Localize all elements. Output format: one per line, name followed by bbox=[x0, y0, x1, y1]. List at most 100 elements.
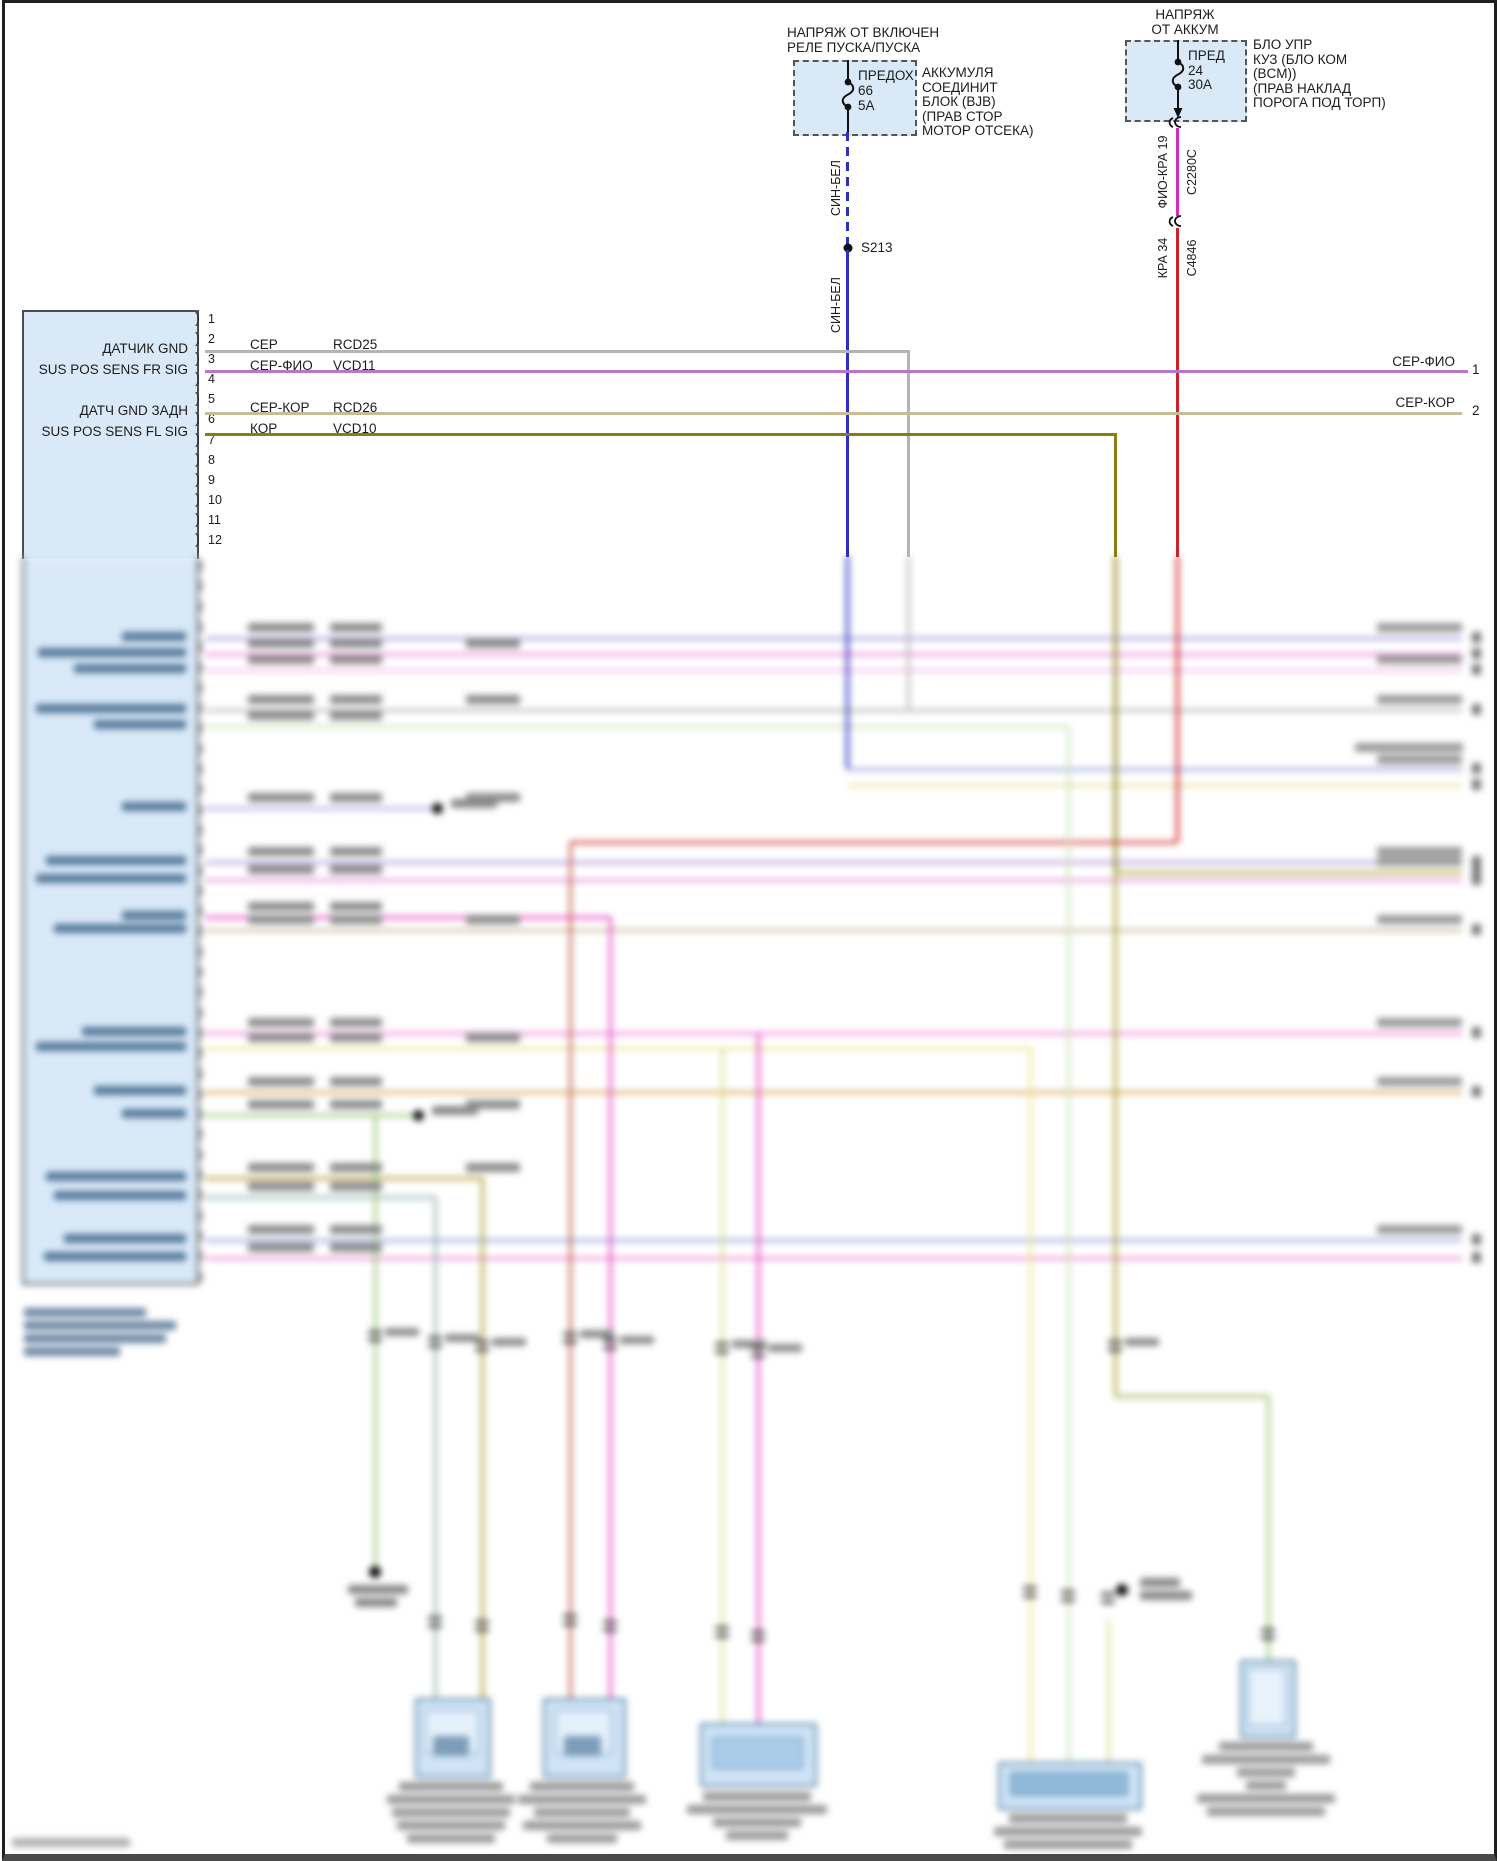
right-pin-num-blur bbox=[1472, 763, 1481, 774]
blurred-wire-h bbox=[205, 1239, 1462, 1242]
right-pin-num-blur bbox=[1472, 1086, 1481, 1097]
splice-dot-blur bbox=[413, 1110, 424, 1121]
wire-code-blur bbox=[330, 865, 382, 874]
blurred-wire-h bbox=[570, 841, 1177, 844]
fuse-rating: 5А bbox=[858, 98, 875, 113]
bcm-fuse-box bbox=[1125, 40, 1247, 122]
right-pin-num-blur bbox=[1472, 779, 1481, 790]
pin-socket-blur bbox=[197, 804, 202, 815]
wire-sin-bel-solid bbox=[845, 250, 849, 557]
pin-socket-blur bbox=[197, 621, 202, 632]
component-caption-blur bbox=[1197, 1794, 1335, 1803]
wire-sin-bel-dashed bbox=[845, 132, 849, 246]
right-wire-label-blur bbox=[1377, 695, 1462, 704]
battery-feed-title: НАПРЯЖ ОТ АККУМ bbox=[1151, 7, 1219, 37]
wire-color-blur bbox=[248, 1163, 314, 1172]
pin-socket-icon: ) bbox=[195, 310, 200, 327]
blurred-wire-h bbox=[205, 1091, 1462, 1094]
inline-connector-blur bbox=[1261, 1636, 1275, 1640]
pin-socket-blur bbox=[197, 1149, 202, 1160]
wire-code-blur bbox=[330, 1163, 382, 1172]
component-caption-blur bbox=[1202, 1755, 1330, 1764]
splice-dot-blur bbox=[369, 1566, 381, 1578]
blurred-wire-v bbox=[1176, 556, 1179, 842]
pin-number: 5 bbox=[208, 392, 215, 406]
blurred-text bbox=[1140, 1578, 1180, 1587]
inline-connector-blur bbox=[603, 1620, 617, 1624]
blurred-wire-v bbox=[757, 1033, 760, 1723]
blurred-text bbox=[1140, 1591, 1192, 1600]
wire-code-blur bbox=[330, 847, 382, 856]
component-caption-blur bbox=[523, 1821, 641, 1830]
pin-socket-blur bbox=[197, 946, 202, 957]
pin-number: 12 bbox=[208, 533, 222, 547]
module-pin-label-blur bbox=[54, 924, 186, 933]
wire-ser-horizontal bbox=[205, 350, 910, 353]
blurred-text bbox=[492, 1338, 526, 1346]
inline-connector-blur bbox=[428, 1616, 442, 1620]
blurred-wire-v bbox=[1114, 872, 1117, 1396]
component-caption-blur bbox=[392, 1808, 510, 1817]
pin6-label: SUS POS SENS FL SIG bbox=[41, 424, 188, 439]
component-caption-blur bbox=[1009, 1814, 1127, 1823]
wire-color-blur bbox=[248, 639, 314, 648]
blurred-wire-h bbox=[205, 861, 1462, 864]
start-relay-feed-title: НАПРЯЖ ОТ ВКЛЮЧЕН РЕЛЕ ПУСКА/ПУСКА bbox=[787, 25, 940, 55]
mid-connector-label-blur bbox=[466, 1163, 520, 1172]
module-pin-label-blur bbox=[94, 1086, 186, 1095]
blurred-text bbox=[620, 1336, 654, 1344]
wire-code-blur bbox=[330, 639, 382, 648]
pin5-label: ДАТЧ GND ЗАДН bbox=[79, 403, 188, 418]
wire-code-4: VCD10 bbox=[333, 421, 377, 436]
wire-color-blur bbox=[248, 1182, 314, 1191]
output-label-1: СЕР-ФИО bbox=[1392, 354, 1455, 369]
wire-code-blur bbox=[330, 1100, 382, 1109]
pin-socket-blur bbox=[197, 723, 202, 734]
wire-color-2: СЕР-ФИО bbox=[250, 358, 313, 373]
right-pin-num-blur bbox=[1472, 866, 1481, 877]
mid-connector-label-blur bbox=[466, 695, 520, 704]
blurred-wire-h bbox=[205, 1257, 1462, 1260]
pin-socket-blur bbox=[197, 601, 202, 612]
pin-socket-blur bbox=[197, 743, 202, 754]
right-wire-label-blur bbox=[1377, 1018, 1462, 1027]
blurred-text bbox=[445, 1334, 479, 1342]
pin-socket-blur bbox=[197, 1109, 202, 1120]
pin-socket-blur bbox=[197, 662, 202, 673]
module-pin-label-blur bbox=[64, 1234, 186, 1243]
module-pin-label-blur bbox=[82, 1027, 186, 1036]
wire-code-blur bbox=[330, 711, 382, 720]
wire-ser-vertical bbox=[907, 350, 910, 557]
control-module-box-lower bbox=[22, 557, 199, 1285]
blurred-wire-v bbox=[374, 1115, 377, 1568]
wire-code-blur bbox=[330, 695, 382, 704]
component-caption-blur bbox=[518, 1795, 646, 1804]
component-caption-blur bbox=[1207, 1807, 1325, 1816]
pin-socket-icon: ) bbox=[195, 410, 200, 427]
pin-socket-blur bbox=[197, 1190, 202, 1201]
pin-number: 11 bbox=[208, 513, 221, 527]
pin-socket-blur bbox=[197, 1027, 202, 1038]
blurred-wire-h bbox=[205, 709, 1462, 712]
blurred-wire-v bbox=[1029, 1048, 1032, 1762]
pin-socket-icon: ) bbox=[195, 350, 200, 367]
blurred-wire-v bbox=[1067, 726, 1070, 1762]
pin-number: 4 bbox=[208, 372, 215, 386]
module-pin-label-blur bbox=[122, 632, 186, 641]
blurred-wire-h bbox=[205, 916, 610, 919]
component-caption-blur bbox=[397, 1821, 505, 1830]
blurred-wire-h bbox=[848, 784, 1462, 787]
pin-socket-icon: ) bbox=[195, 390, 200, 407]
component-caption-blur bbox=[534, 1808, 630, 1817]
bjb-fuse-box bbox=[793, 60, 917, 136]
right-wire-label-blur bbox=[1377, 655, 1462, 664]
inline-connector-blur bbox=[1061, 1598, 1075, 1602]
pin-number: 10 bbox=[208, 493, 222, 507]
fuse-icon bbox=[841, 60, 855, 132]
module-pin-label-blur bbox=[54, 1191, 186, 1200]
inline-connector-blur bbox=[368, 1330, 382, 1334]
wire-color-blur bbox=[248, 711, 314, 720]
wire-code-blur bbox=[330, 1182, 382, 1191]
output-label-2: СЕР-КОР bbox=[1395, 395, 1455, 410]
component-symbol bbox=[1248, 1668, 1286, 1726]
